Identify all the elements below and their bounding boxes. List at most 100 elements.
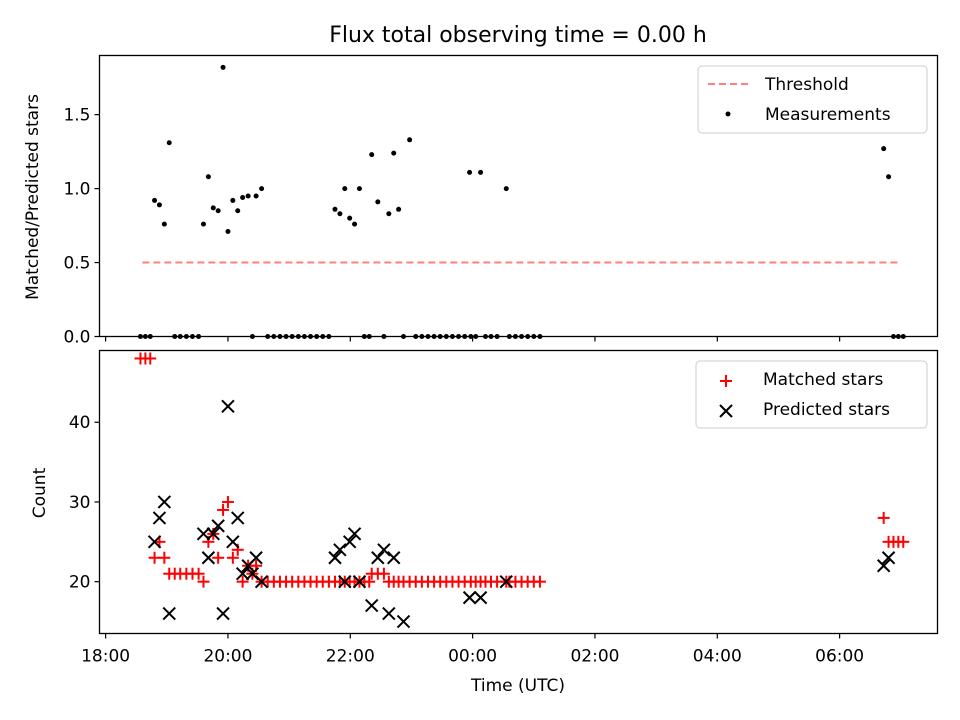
predicted-point [147,535,162,549]
threshold-legend-label: Threshold [764,75,849,95]
predicted-point [499,574,513,589]
x-tick-label: 02:00 [570,647,619,667]
x-tick-label: 06:00 [815,647,864,667]
predicted-point-b [338,574,352,589]
measurement-point [467,169,473,175]
predicted-point [338,574,352,589]
predicted-point-b [382,606,396,621]
matched-point [236,575,249,588]
predicted-point [352,574,367,589]
matched-point [144,352,157,365]
predicted-point-b [221,399,235,414]
predicted-legend-marker [719,404,733,418]
predicted-point [382,606,396,621]
measurement-point [375,199,381,205]
x-tick-label: 04:00 [693,647,742,667]
matched-point [533,575,546,588]
count-y-tick-label: 20 [69,573,91,593]
measurement-point [240,194,246,200]
predicted-point [364,598,379,613]
predicted-point-b [396,614,411,629]
predicted-point-b [235,567,250,581]
measurement-point [152,197,158,203]
measurement-point [215,208,221,214]
count-plot-frame [98,349,939,635]
predicted-point [328,551,342,565]
x-axis-label: Time (UTC) [470,676,565,696]
predicted-point-b [157,495,172,509]
matched-point [363,575,376,588]
count-y-tick-label: 30 [69,493,91,513]
count-y-tick-label: 40 [69,413,91,433]
matched-point [377,567,390,580]
predicted-point-b [211,519,225,533]
predicted-point-b [216,606,230,621]
predicted-point-b [206,527,220,541]
measurements-legend-label: Measurements [765,105,891,125]
matched-point [221,495,234,508]
predicted-point-b [333,543,347,557]
measurement-point [342,186,348,192]
matched-point [158,551,171,564]
ratio-plot-frame [98,54,939,338]
predicted-point [152,511,167,525]
predicted-point-b [249,551,263,565]
predicted-point [157,495,172,509]
measurement-point [386,211,392,217]
figure-title: Flux total observing time = 0.00 h [329,23,707,48]
ratio-marks [137,64,906,339]
ratio-y-tick-label: 0.5 [63,254,90,274]
predicted-point [201,551,216,565]
predicted-point [221,399,235,414]
predicted-point-b [147,535,162,549]
measurement-point [205,174,211,180]
measurement-point [337,211,343,217]
predicted-point [387,551,401,565]
count-y-ticks: 20 30 40 [69,413,100,593]
measurement-point [332,206,338,212]
ratio-y-tick-label: 1.0 [63,180,90,200]
matched-point [226,551,239,564]
measurements-legend-marker [725,111,731,117]
measurement-point [369,152,375,158]
measurement-point [356,186,362,192]
predicted-point-b [328,551,342,565]
predicted-point-b [499,574,513,589]
x-tick-label: 22:00 [326,647,375,667]
count-legend-box [695,360,928,429]
predicted-point [473,590,488,605]
measurement-point [161,221,167,227]
predicted-point [881,551,896,565]
predicted-point-b [473,590,488,605]
predicted-point-b [226,535,240,549]
predicted-point-b [876,559,891,573]
predicted-point [876,559,891,573]
ratio-legend: Threshold Measurements [697,65,928,134]
predicted-point [231,511,245,525]
matched-legend-label: Matched stars [763,370,883,390]
measurement-point [352,221,358,227]
count-marks [134,352,910,629]
x-tick-label: 18:00 [81,647,130,667]
matched-point [212,551,225,564]
predicted-point-b [245,567,260,581]
count-y-axis-label: Count [30,467,50,518]
predicted-point-b [231,511,245,525]
matched-point [897,535,910,548]
measurement-point [253,193,259,199]
predicted-point [371,551,385,565]
measurement-point [156,202,162,208]
measurement-point [347,215,353,221]
count-panel: Count 20 30 40 18:00 20:00 22:00 00:00 02:00 04… [30,349,939,696]
matched-point [197,575,210,588]
predicted-point-b [196,527,211,541]
predicted-point [211,519,225,533]
x-tick-label: 20:00 [203,647,252,667]
measurement-point [166,140,172,146]
matched-point [192,567,205,580]
ratio-y-tick-label: 0.0 [63,328,90,348]
measurement-point [235,208,241,214]
ratio-x-ticks [105,336,841,342]
predicted-point [226,535,240,549]
